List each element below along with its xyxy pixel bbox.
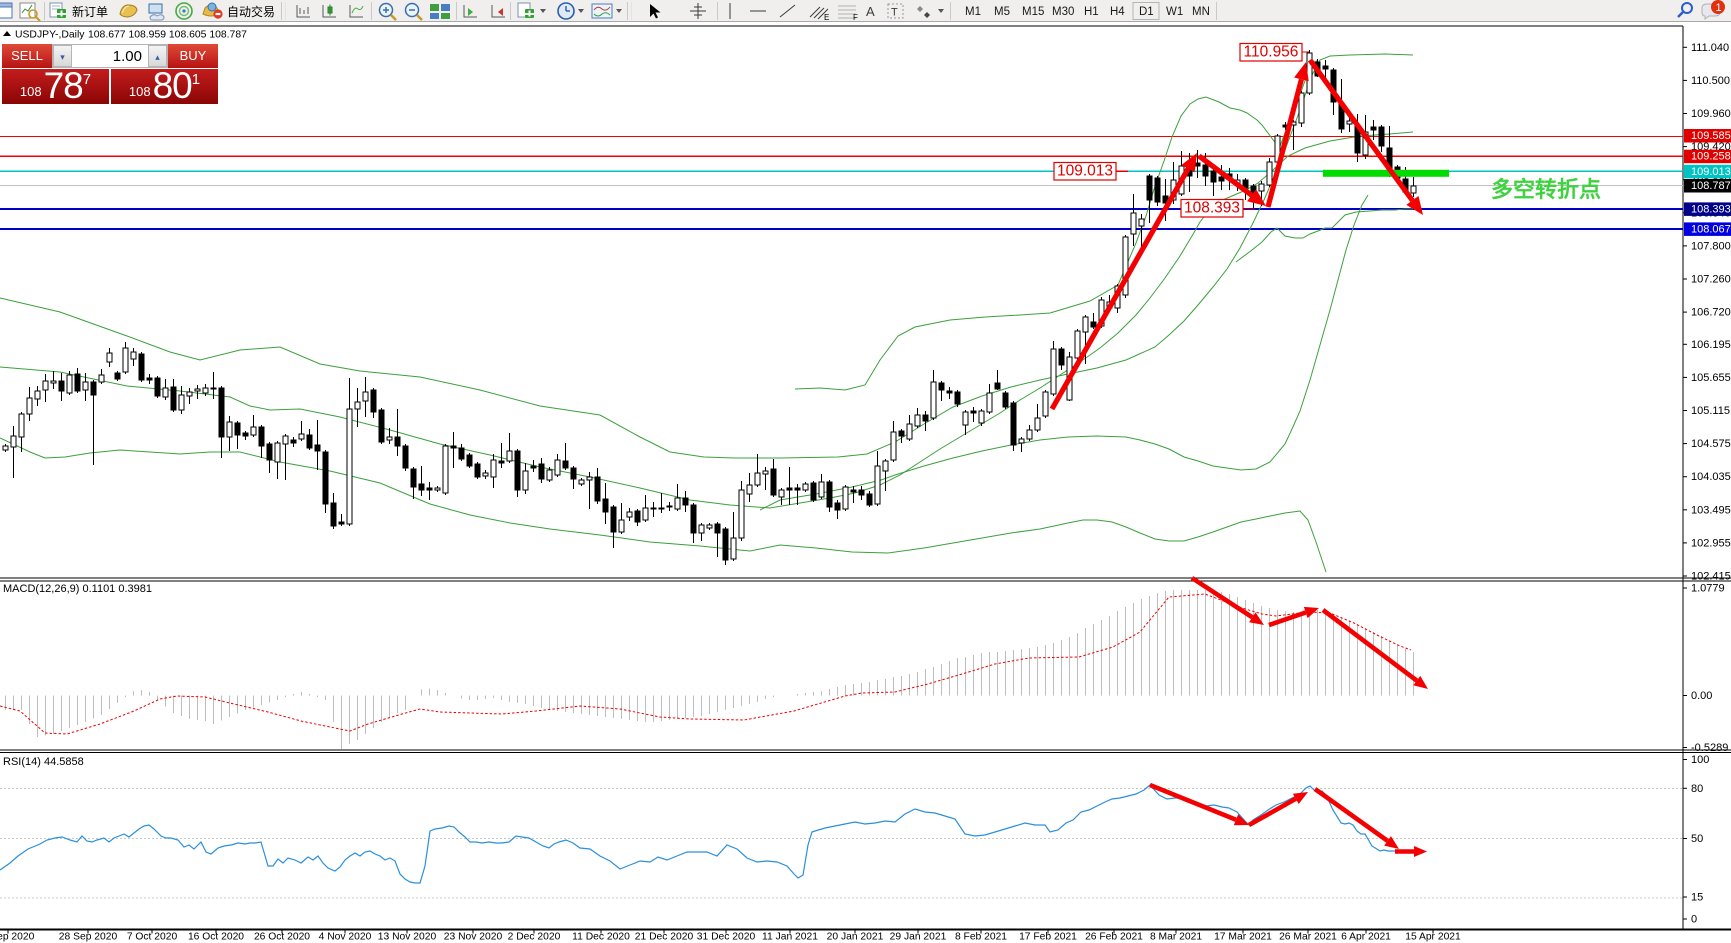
svg-text:M15: M15 bbox=[1022, 6, 1044, 18]
svg-text:109.585: 109.585 bbox=[1691, 130, 1731, 142]
svg-text:17 Mar 2021: 17 Mar 2021 bbox=[1214, 932, 1272, 943]
svg-text:13 Nov 2020: 13 Nov 2020 bbox=[378, 932, 437, 943]
svg-text:MACD(12,26,9) 0.1101 0.3981: MACD(12,26,9) 0.1101 0.3981 bbox=[3, 583, 152, 595]
svg-text:E: E bbox=[824, 13, 829, 22]
svg-text:50: 50 bbox=[1691, 833, 1703, 845]
svg-text:108.393: 108.393 bbox=[1691, 203, 1731, 215]
svg-text:109.013: 109.013 bbox=[1057, 163, 1113, 180]
svg-text:109.960: 109.960 bbox=[1691, 108, 1731, 120]
svg-text:104.035: 104.035 bbox=[1691, 471, 1731, 483]
svg-text:D1: D1 bbox=[1139, 6, 1154, 18]
svg-text:T: T bbox=[891, 7, 898, 19]
svg-text:80: 80 bbox=[1691, 783, 1703, 795]
svg-text:4 Nov 2020: 4 Nov 2020 bbox=[319, 932, 372, 943]
svg-text:8 Mar 2021: 8 Mar 2021 bbox=[1150, 932, 1202, 943]
svg-text:102.415: 102.415 bbox=[1691, 571, 1731, 583]
svg-text:0.00: 0.00 bbox=[1691, 690, 1712, 702]
svg-text:31 Dec 2020: 31 Dec 2020 bbox=[697, 932, 756, 943]
svg-text:108.787: 108.787 bbox=[1691, 180, 1731, 192]
svg-text:26 Oct 2020: 26 Oct 2020 bbox=[254, 932, 310, 943]
svg-text:H4: H4 bbox=[1110, 6, 1125, 18]
svg-text:15 Apr 2021: 15 Apr 2021 bbox=[1405, 932, 1461, 943]
svg-text:110.500: 110.500 bbox=[1691, 75, 1730, 87]
svg-text:110.956: 110.956 bbox=[1244, 44, 1299, 61]
svg-text:17 Feb 2021: 17 Feb 2021 bbox=[1019, 932, 1077, 943]
svg-text:108.067: 108.067 bbox=[1691, 223, 1731, 235]
svg-text:105.655: 105.655 bbox=[1691, 372, 1731, 384]
svg-text:106.720: 106.720 bbox=[1691, 307, 1731, 319]
svg-text:F: F bbox=[853, 13, 858, 22]
svg-text:MN: MN bbox=[1192, 6, 1210, 18]
svg-text:108.677 108.959 108.605 108.78: 108.677 108.959 108.605 108.787 bbox=[88, 30, 247, 41]
svg-text:103.495: 103.495 bbox=[1691, 504, 1731, 516]
svg-text:2 Dec 2020: 2 Dec 2020 bbox=[508, 932, 561, 943]
svg-text:8 Sep 2020: 8 Sep 2020 bbox=[0, 932, 35, 943]
svg-text:W1: W1 bbox=[1166, 6, 1183, 18]
svg-text:RSI(14) 44.5858: RSI(14) 44.5858 bbox=[3, 756, 84, 768]
svg-text:6 Apr 2021: 6 Apr 2021 bbox=[1341, 932, 1391, 943]
svg-text:26 Mar 2021: 26 Mar 2021 bbox=[1279, 932, 1337, 943]
svg-text:111.040: 111.040 bbox=[1691, 42, 1729, 54]
svg-text:21 Dec 2020: 21 Dec 2020 bbox=[635, 932, 694, 943]
svg-text:8 Feb 2021: 8 Feb 2021 bbox=[955, 932, 1007, 943]
svg-text:109.258: 109.258 bbox=[1691, 151, 1731, 163]
svg-text:104.575: 104.575 bbox=[1691, 438, 1731, 450]
svg-text:100: 100 bbox=[1691, 754, 1709, 766]
svg-text:M1: M1 bbox=[965, 6, 981, 18]
svg-text:107.260: 107.260 bbox=[1691, 274, 1731, 286]
svg-text:1.0779: 1.0779 bbox=[1691, 583, 1725, 595]
svg-text:M5: M5 bbox=[994, 6, 1010, 18]
svg-text:新订单: 新订单 bbox=[72, 4, 108, 19]
svg-text:16 Oct 2020: 16 Oct 2020 bbox=[188, 932, 244, 943]
svg-text:7 Oct 2020: 7 Oct 2020 bbox=[127, 932, 178, 943]
svg-text:28 Sep 2020: 28 Sep 2020 bbox=[59, 932, 118, 943]
svg-text:A: A bbox=[866, 4, 875, 19]
svg-text:105.115: 105.115 bbox=[1691, 405, 1730, 417]
svg-text:26 Feb 2021: 26 Feb 2021 bbox=[1085, 932, 1143, 943]
svg-text:11 Jan 2021: 11 Jan 2021 bbox=[762, 932, 818, 943]
svg-text:11 Dec 2020: 11 Dec 2020 bbox=[572, 932, 630, 943]
svg-text:M30: M30 bbox=[1052, 6, 1074, 18]
svg-text:109.013: 109.013 bbox=[1691, 166, 1731, 178]
svg-text:H1: H1 bbox=[1084, 6, 1099, 18]
svg-text:-0.5289: -0.5289 bbox=[1691, 742, 1728, 754]
svg-text:20 Jan 2021: 20 Jan 2021 bbox=[827, 932, 884, 943]
svg-text:1: 1 bbox=[1716, 2, 1722, 14]
svg-text:23 Nov 2020: 23 Nov 2020 bbox=[444, 932, 503, 943]
svg-text:0: 0 bbox=[1691, 914, 1697, 926]
svg-text:102.955: 102.955 bbox=[1691, 537, 1731, 549]
svg-text:106.195: 106.195 bbox=[1691, 339, 1731, 351]
svg-text:108.393: 108.393 bbox=[1184, 200, 1240, 217]
svg-text:29 Jan 2021: 29 Jan 2021 bbox=[890, 932, 947, 943]
svg-text:USDJPY-,Daily: USDJPY-,Daily bbox=[15, 30, 85, 41]
svg-text:自动交易: 自动交易 bbox=[227, 4, 275, 19]
svg-text:15: 15 bbox=[1691, 892, 1703, 904]
svg-text:107.800: 107.800 bbox=[1691, 240, 1731, 252]
svg-text:多空转折点: 多空转折点 bbox=[1491, 177, 1601, 202]
